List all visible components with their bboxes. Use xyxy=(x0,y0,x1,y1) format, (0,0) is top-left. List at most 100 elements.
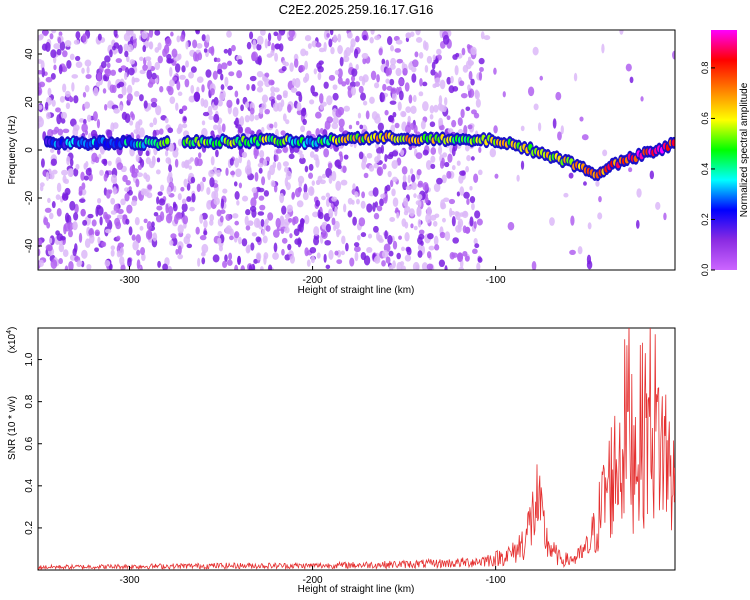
spectrogram-noise-blob xyxy=(446,115,451,121)
spectrogram-noise-blob xyxy=(176,35,181,43)
spectrogram-noise-blob xyxy=(246,41,252,50)
spectrogram-noise-blob xyxy=(148,30,154,38)
spectrogram-noise-blob xyxy=(587,222,592,230)
spectrogram-noise-blob xyxy=(434,77,441,85)
spectrogram-noise-blob xyxy=(360,232,367,238)
spectrogram-noise-blob xyxy=(331,217,336,226)
spectrogram-noise-blob xyxy=(404,82,410,92)
spectrogram-noise-blob xyxy=(122,174,128,183)
x-tick-label: -200 xyxy=(303,275,323,286)
spectrogram-noise-blob xyxy=(326,33,330,38)
spectrogram-noise-blob xyxy=(113,30,118,38)
spectrogram-noise-blob xyxy=(58,257,63,265)
spectrogram-noise-blob xyxy=(473,221,477,229)
spectrogram-noise-blob xyxy=(309,151,315,158)
spectrogram-noise-blob xyxy=(299,153,305,159)
spectrogram-noise-blob xyxy=(145,229,153,240)
spectrogram-noise-blob xyxy=(241,151,248,158)
spectrogram-noise-blob xyxy=(263,255,267,265)
spectrogram-noise-blob xyxy=(220,84,225,91)
spectrogram-noise-blob xyxy=(294,77,301,89)
spectrogram-noise-blob xyxy=(329,30,334,36)
spectrogram-noise-blob xyxy=(136,172,144,178)
spectrogram-noise-blob xyxy=(332,84,338,90)
spectrogram-noise-blob xyxy=(533,103,539,111)
spectrogram-noise-blob xyxy=(222,188,228,194)
spectrogram-noise-blob xyxy=(225,167,229,177)
spectrogram-noise-blob xyxy=(304,35,312,42)
spectrogram-noise-blob xyxy=(309,246,317,254)
spectrogram-noise-blob xyxy=(380,193,386,199)
spectrogram-noise-blob xyxy=(424,196,429,204)
spectrogram-noise-blob xyxy=(257,211,265,216)
spectrogram-noise-blob xyxy=(251,232,257,237)
spectrogram-noise-blob xyxy=(274,43,281,50)
spectrogram-noise-blob xyxy=(251,209,257,218)
spectrogram-noise-blob xyxy=(417,218,422,228)
spectrogram-noise-blob xyxy=(315,111,322,119)
spectrogram-noise-blob xyxy=(448,198,456,205)
spectrogram-noise-blob xyxy=(343,105,350,112)
spectrogram-noise-blob xyxy=(282,161,289,167)
spectrogram-noise-blob xyxy=(362,34,367,41)
spectrogram-noise-blob xyxy=(262,235,268,244)
spectrogram-noise-blob xyxy=(313,226,320,237)
spectrogram-noise-blob xyxy=(537,122,542,132)
spectrogram-noise-blob xyxy=(75,61,83,69)
spectrogram-noise-blob xyxy=(381,260,386,267)
spectrogram-noise-blob xyxy=(312,211,319,218)
spectrogram-noise-blob xyxy=(257,187,265,193)
spectrogram-noise-blob xyxy=(420,240,424,246)
spectrogram-noise-blob xyxy=(56,114,62,125)
spectrogram-noise-blob xyxy=(439,160,445,169)
spectrogram-noise-blob xyxy=(230,170,236,176)
spectrogram-noise-blob xyxy=(293,228,300,237)
spectrogram-noise-blob xyxy=(206,200,212,210)
spectrogram-noise-blob xyxy=(273,87,280,93)
spectrogram-noise-blob xyxy=(38,248,41,257)
spectrogram-noise-blob xyxy=(413,124,418,134)
spectrogram-noise-blob xyxy=(56,208,62,217)
spectrogram-noise-blob xyxy=(332,92,339,101)
spectrogram-noise-blob xyxy=(84,59,92,67)
spectrogram-noise-blob xyxy=(570,215,575,226)
spectrogram-noise-blob xyxy=(531,260,537,270)
spectrogram-noise-blob xyxy=(162,263,168,270)
spectrogram-noise-blob xyxy=(376,205,383,212)
spectrogram-noise-blob xyxy=(81,249,88,259)
spectrogram-noise-blob xyxy=(337,44,343,55)
spectrogram-noise-blob xyxy=(302,118,307,126)
colorbar-tick-label: 0.4 xyxy=(700,163,710,176)
spectrogram-noise-blob xyxy=(459,186,465,196)
spectrogram-noise-blob xyxy=(94,229,101,237)
y-tick-label: 0.4 xyxy=(24,478,35,492)
spectrogram-noise-blob xyxy=(51,169,58,175)
spectrogram-noise-blob xyxy=(41,67,45,78)
spectrogram-noise-blob xyxy=(65,192,69,201)
spectrogram-noise-blob xyxy=(361,52,369,60)
spectrogram-noise-blob xyxy=(226,259,233,266)
spectrogram-noise-blob xyxy=(51,201,56,209)
spectrogram-noise-blob xyxy=(282,60,286,66)
spectrogram-noise-blob xyxy=(113,108,120,114)
spectrogram-noise-blob xyxy=(96,205,104,216)
spectrogram-noise-blob xyxy=(227,47,232,56)
spectrogram-noise-blob xyxy=(452,237,460,244)
spectrogram-noise-blob xyxy=(418,233,425,240)
spectrogram-noise-blob xyxy=(351,68,358,77)
spectrogram-noise-blob xyxy=(444,265,448,270)
spectrogram-noise-blob xyxy=(62,249,69,258)
spectrogram-noise-blob xyxy=(53,64,57,71)
spectrogram-noise-blob xyxy=(216,169,221,177)
spectrogram-noise-blob xyxy=(66,59,72,69)
spectrogram-noise-blob xyxy=(429,114,434,120)
spectrogram-noise-blob xyxy=(152,232,158,242)
spectrogram-noise-blob xyxy=(293,58,299,68)
spectrogram-noise-blob xyxy=(220,62,228,70)
spectrogram-noise-blob xyxy=(392,111,397,118)
spectrogram-noise-blob xyxy=(139,225,144,231)
spectrogram-noise-blob xyxy=(396,252,402,260)
spectrogram-noise-blob xyxy=(461,47,466,56)
spectrogram-noise-blob xyxy=(395,39,403,45)
spectrogram-noise-blob xyxy=(446,170,452,179)
